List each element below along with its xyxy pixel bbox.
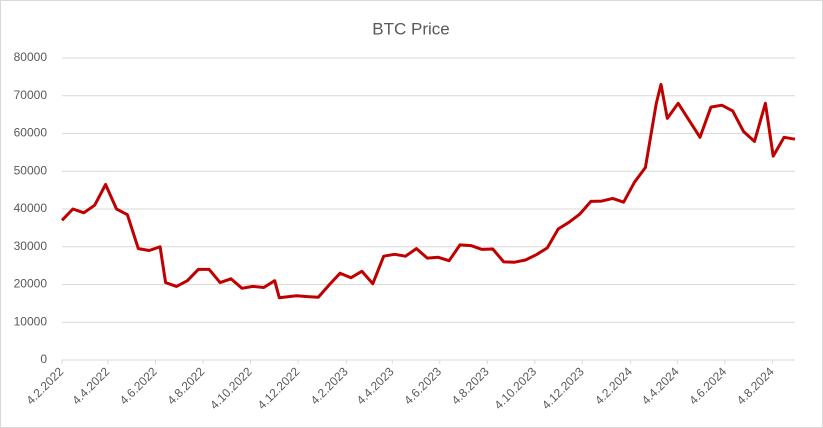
y-tick-label: 50000: [14, 163, 48, 177]
y-tick-label: 40000: [14, 201, 48, 215]
y-tick-label: 30000: [14, 239, 48, 253]
price-line: [60, 82, 796, 300]
y-tick-label: 70000: [14, 88, 48, 102]
y-tick-label: 20000: [14, 277, 48, 291]
y-tick-label: 0: [40, 352, 47, 366]
y-tick-label: 10000: [14, 314, 48, 328]
y-tick-label: 80000: [14, 50, 48, 64]
y-tick-label: 60000: [14, 126, 48, 140]
chart-title: BTC Price: [372, 19, 449, 38]
